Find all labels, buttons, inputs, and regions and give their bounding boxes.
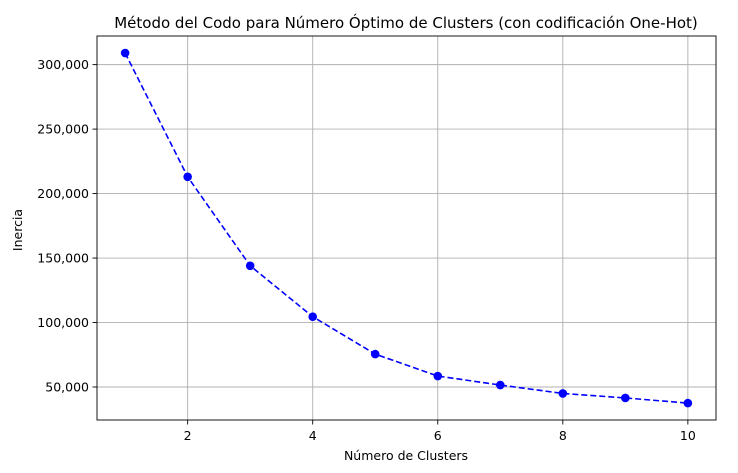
- data-point: [495, 380, 505, 390]
- data-point: [558, 389, 568, 398]
- y-axis-label: Inercia: [10, 209, 25, 251]
- y-tick-label: 150,000: [37, 251, 89, 266]
- series-line: [124, 52, 688, 404]
- grid: [97, 36, 716, 420]
- x-axis-label: Número de Clusters: [344, 448, 468, 463]
- data-point: [183, 172, 192, 182]
- chart-title: Método del Codo para Número Óptimo de Cl…: [114, 13, 698, 32]
- y-tick-label: 300,000: [37, 57, 89, 72]
- data-point: [120, 48, 130, 58]
- data-point: [245, 261, 255, 271]
- data-point: [621, 393, 630, 403]
- data-point: [433, 371, 443, 381]
- plot-area: [120, 48, 693, 408]
- y-tick-label: 250,000: [37, 122, 89, 137]
- x-tick-label: 8: [559, 428, 567, 443]
- y-tick-label: 100,000: [37, 315, 89, 330]
- data-point: [370, 349, 380, 359]
- data-point: [308, 312, 318, 322]
- axes: 2 4 6 8 10 50,000 100,000 150,000 200,000 250,000…: [37, 35, 717, 443]
- y-tick-label: 200,000: [37, 186, 89, 201]
- axes-frame: [96, 35, 717, 421]
- x-tick-label: 10: [680, 428, 696, 443]
- x-tick-label: 6: [434, 428, 442, 443]
- y-tick-label: 50,000: [45, 379, 89, 394]
- data-point: [683, 398, 693, 408]
- x-tick-label: 4: [309, 428, 317, 443]
- x-tick-label: 2: [184, 428, 192, 443]
